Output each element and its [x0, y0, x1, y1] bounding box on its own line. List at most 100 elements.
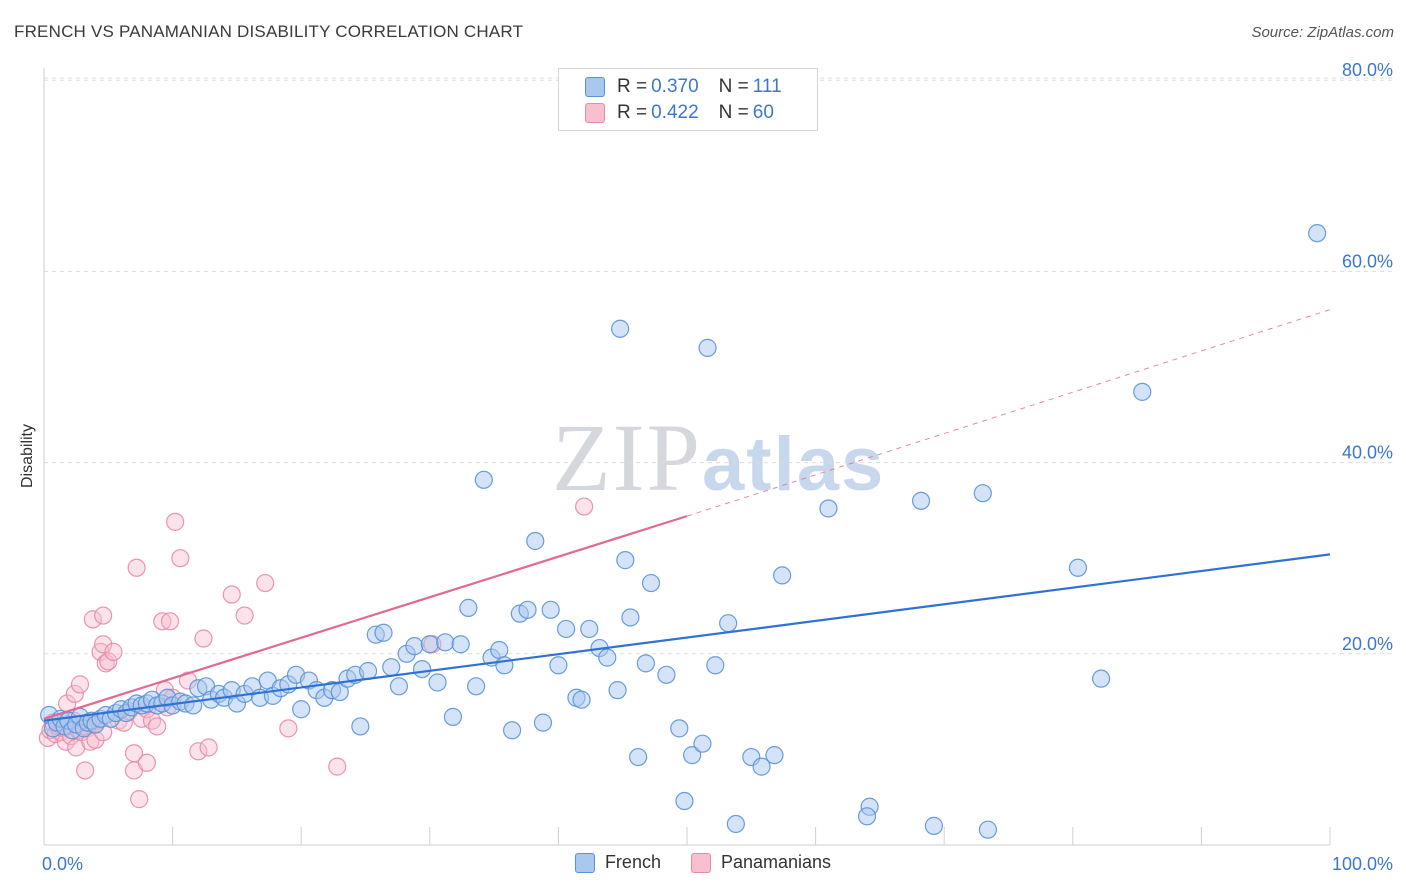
- legend-item-panamanians: Panamanians: [690, 852, 832, 873]
- point-panamanians: [328, 757, 347, 776]
- point-panamanians: [148, 717, 167, 736]
- point-french: [683, 746, 702, 765]
- point-french: [490, 640, 509, 660]
- point-french: [382, 658, 401, 677]
- point-french: [451, 635, 470, 654]
- point-french: [533, 713, 553, 732]
- french-swatch: [585, 77, 605, 97]
- point-french: [973, 484, 992, 503]
- source-note: Source: ZipAtlas.com: [1251, 24, 1394, 41]
- point-french: [518, 600, 537, 619]
- point-french: [420, 635, 439, 654]
- point-panamanians: [94, 635, 113, 654]
- point-panamanians: [256, 573, 275, 593]
- series-legend: French Panamanians: [0, 852, 1406, 873]
- point-panamanians: [166, 512, 185, 531]
- point-panamanians: [76, 761, 95, 780]
- point-french: [184, 696, 203, 715]
- point-french: [374, 623, 393, 642]
- point-french: [752, 757, 771, 776]
- point-panamanians: [99, 652, 118, 671]
- point-french: [405, 637, 424, 656]
- point-french: [978, 820, 998, 839]
- point-french: [719, 614, 738, 633]
- point-french: [351, 717, 370, 736]
- stats-legend: R = 0.370 N = 111 R = 0.422 N = 60: [558, 68, 818, 131]
- point-french: [443, 707, 463, 726]
- panamanians-n-value: 60: [752, 102, 774, 123]
- point-french: [698, 338, 717, 357]
- point-french: [459, 598, 478, 618]
- stats-row-panamanians: R = 0.422 N = 60: [585, 101, 774, 125]
- point-panamanians: [83, 610, 102, 629]
- point-panamanians: [189, 742, 208, 761]
- x-tick-label: 0.0%: [42, 854, 83, 874]
- y-tick-label: 60.0%: [1342, 251, 1393, 271]
- legend-swatch-panamanians: [690, 852, 711, 873]
- point-panamanians: [575, 497, 594, 516]
- french-r-value: 0.370: [651, 76, 699, 97]
- point-french: [1133, 382, 1152, 401]
- y-tick-label: 80.0%: [1342, 60, 1393, 80]
- point-panamanians: [194, 629, 213, 648]
- point-french: [616, 551, 635, 570]
- point-panamanians: [127, 558, 146, 577]
- point-french: [428, 673, 447, 692]
- point-panamanians: [130, 790, 149, 809]
- point-panamanians: [94, 606, 113, 625]
- point-french: [657, 665, 676, 684]
- point-french: [412, 659, 432, 679]
- point-french: [611, 319, 630, 338]
- point-panamanians: [199, 738, 218, 757]
- point-french: [1091, 669, 1111, 688]
- point-panamanians: [153, 612, 172, 631]
- point-french: [765, 746, 784, 765]
- watermark: ZIPatlas: [552, 402, 885, 513]
- point-french: [557, 619, 576, 639]
- point-french: [1068, 558, 1088, 577]
- point-panamanians: [160, 612, 180, 631]
- point-panamanians: [70, 675, 90, 694]
- point-french: [857, 807, 877, 826]
- point-french: [1308, 224, 1327, 243]
- trendline-panamanians: [43, 515, 688, 720]
- watermark-atlas: atlas: [702, 422, 886, 507]
- y-tick-label: 20.0%: [1342, 634, 1393, 654]
- stats-row-french: R = 0.370 N = 111: [585, 75, 782, 99]
- point-french: [572, 690, 591, 709]
- point-panamanians: [137, 753, 156, 772]
- point-french: [629, 747, 648, 767]
- y-tick-label: 40.0%: [1342, 443, 1393, 463]
- point-french: [549, 656, 568, 675]
- point-french: [598, 648, 617, 667]
- point-french: [389, 677, 409, 696]
- point-french: [541, 600, 560, 619]
- point-french: [526, 531, 545, 551]
- point-french: [636, 654, 655, 673]
- point-french: [580, 619, 599, 639]
- point-panamanians: [235, 606, 254, 625]
- trendline-panamanians-extension: [686, 309, 1331, 517]
- point-french: [474, 470, 493, 489]
- legend-label-french: French: [604, 852, 661, 872]
- point-panamanians: [104, 642, 123, 661]
- trendline-french: [43, 553, 1331, 722]
- point-french: [670, 719, 689, 738]
- french-n-value: 111: [752, 76, 782, 97]
- x-tick-label: 100.0%: [1332, 854, 1393, 874]
- panamanians-swatch: [585, 103, 605, 123]
- point-french: [726, 814, 745, 834]
- point-french: [503, 721, 522, 740]
- point-french: [466, 677, 486, 696]
- point-french: [819, 499, 838, 518]
- point-french: [608, 681, 627, 700]
- panamanians-r-label: R =: [617, 102, 648, 123]
- point-panamanians: [279, 719, 298, 738]
- legend-item-french: French: [574, 852, 661, 873]
- point-french: [436, 633, 455, 652]
- legend-label-panamanians: Panamanians: [720, 852, 832, 872]
- point-french: [706, 656, 725, 675]
- point-panamanians: [171, 549, 190, 568]
- point-french: [641, 573, 661, 593]
